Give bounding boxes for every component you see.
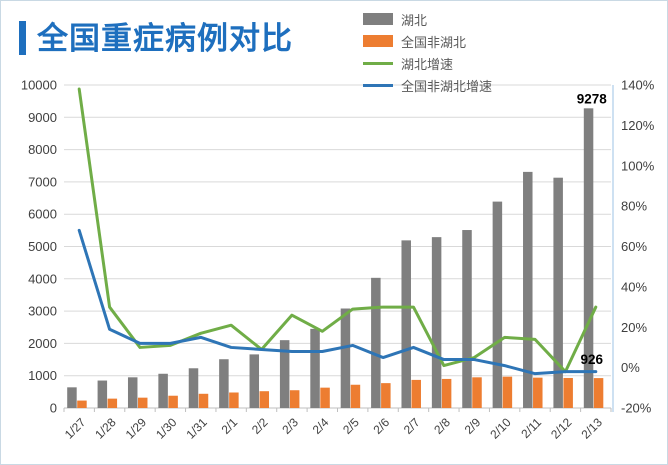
bar-hubei-2/4 bbox=[310, 328, 320, 408]
left-axis-tick-label: 5000 bbox=[28, 239, 57, 254]
bar-hubei-2/10 bbox=[492, 201, 503, 408]
x-axis-category-label: 2/5 bbox=[340, 415, 362, 437]
x-axis-category-label: 2/10 bbox=[487, 415, 514, 442]
bar-non-hubei-2/3 bbox=[289, 390, 300, 408]
bar-non-hubei-2/9 bbox=[472, 377, 482, 408]
legend-swatch-non-hubei bbox=[363, 35, 393, 47]
bar-hubei-2/6 bbox=[371, 277, 381, 408]
right-axis-tick-label: 40% bbox=[621, 279, 647, 294]
chart-legend: 湖北 全国非湖北 湖北增速 全国非湖北增速 bbox=[363, 8, 492, 96]
right-axis-tick-label: 100% bbox=[621, 158, 655, 173]
bar-non-hubei-2/8 bbox=[441, 378, 452, 408]
x-axis-category-label: 1/28 bbox=[92, 415, 119, 442]
left-axis-tick-label: 3000 bbox=[28, 304, 57, 319]
left-axis-tick-label: 0 bbox=[50, 401, 57, 416]
legend-label: 湖北 bbox=[401, 12, 428, 28]
bar-hubei-2/8 bbox=[431, 237, 442, 408]
x-axis-category-label: 2/1 bbox=[219, 415, 241, 437]
bar-non-hubei-2/13 bbox=[593, 378, 604, 408]
bar-non-hubei-2/10 bbox=[502, 376, 513, 408]
bar-hubei-2/5 bbox=[340, 308, 351, 408]
page-title-text: 全国重症病例对比 bbox=[37, 20, 293, 56]
bar-non-hubei-1/30 bbox=[168, 395, 178, 408]
bar-hubei-2/13 bbox=[583, 108, 594, 408]
bar-hubei-1/29 bbox=[127, 377, 138, 408]
line-non-hubei-growth bbox=[77, 228, 598, 376]
line-hubei-growth bbox=[77, 87, 598, 374]
x-axis-category-label: 2/13 bbox=[579, 415, 606, 442]
left-axis-tick-label: 1000 bbox=[28, 368, 57, 383]
legend-item-hubei: 湖北 bbox=[363, 8, 492, 30]
x-axis-category-label: 1/27 bbox=[62, 415, 89, 442]
bar-non-hubei-2/12 bbox=[563, 377, 573, 408]
legend-item-hubei-growth: 湖北增速 bbox=[363, 52, 492, 74]
legend-label: 全国非湖北增速 bbox=[401, 78, 493, 94]
bar-hubei-2/3 bbox=[279, 340, 290, 408]
x-axis-category-label: 2/3 bbox=[279, 415, 301, 437]
legend-label: 湖北增速 bbox=[401, 56, 454, 72]
left-axis-tick-label: 2000 bbox=[28, 336, 57, 351]
bar-non-hubei-2/4 bbox=[320, 387, 330, 408]
bar-non-hubei-1/29 bbox=[137, 397, 148, 408]
x-axis-category-label: 2/11 bbox=[518, 415, 544, 441]
x-axis-category-label: 1/31 bbox=[183, 415, 210, 442]
bar-hubei-1/28 bbox=[97, 380, 108, 408]
page-title: 全国重症病例对比 bbox=[19, 21, 293, 55]
right-axis-tick-label: 60% bbox=[621, 239, 647, 254]
x-axis-category-label: 2/12 bbox=[548, 415, 575, 442]
right-axis-tick-label: 140% bbox=[621, 78, 655, 93]
left-axis-tick-label: 4000 bbox=[28, 271, 57, 286]
legend-item-non-hubei: 全国非湖北 bbox=[363, 30, 492, 52]
right-axis-tick-label: 120% bbox=[621, 118, 655, 133]
x-axis-category-label: 1/30 bbox=[153, 415, 180, 442]
bar-hubei-1/30 bbox=[158, 373, 168, 408]
bar-non-hubei-2/11 bbox=[533, 377, 543, 408]
bar-hubei-2/12 bbox=[553, 177, 563, 408]
right-axis-tick-label: 20% bbox=[621, 320, 647, 335]
data-label: 9278 bbox=[577, 91, 608, 106]
bar-non-hubei-2/2 bbox=[259, 391, 270, 408]
bar-non-hubei-2/1 bbox=[229, 392, 239, 408]
left-axis-tick-label: 8000 bbox=[28, 142, 57, 157]
left-axis-tick-label: 6000 bbox=[28, 207, 57, 222]
right-axis-tick-label: 0% bbox=[621, 360, 640, 375]
x-axis-category-label: 2/2 bbox=[249, 415, 271, 437]
legend-label: 全国非湖北 bbox=[401, 34, 467, 50]
x-axis-category-label: 2/6 bbox=[371, 415, 393, 437]
bar-hubei-2/11 bbox=[523, 171, 533, 408]
left-axis-tick-label: 10000 bbox=[21, 78, 57, 93]
bar-non-hubei-1/28 bbox=[107, 398, 118, 408]
bar-non-hubei-1/31 bbox=[198, 393, 209, 408]
bar-non-hubei-1/27 bbox=[77, 400, 87, 408]
legend-swatch-hubei bbox=[363, 13, 393, 25]
x-axis-category-label: 1/29 bbox=[123, 415, 150, 442]
x-axis-category-label: 2/4 bbox=[310, 415, 332, 437]
right-axis-tick-label: 80% bbox=[621, 199, 647, 214]
left-axis-tick-label: 7000 bbox=[28, 174, 57, 189]
bar-hubei-1/27 bbox=[67, 387, 77, 408]
legend-swatch-hubei-growth bbox=[363, 61, 393, 65]
bar-non-hubei-2/7 bbox=[411, 379, 421, 408]
bar-non-hubei-2/5 bbox=[350, 384, 361, 408]
bar-hubei-2/2 bbox=[249, 354, 260, 408]
x-axis-category-label: 2/7 bbox=[401, 415, 423, 437]
x-axis-category-label: 2/8 bbox=[431, 415, 453, 437]
legend-swatch-non-hubei-growth bbox=[363, 83, 393, 87]
bar-hubei-1/31 bbox=[188, 368, 199, 408]
bar-non-hubei-2/6 bbox=[381, 383, 391, 408]
bar-hubei-2/9 bbox=[462, 230, 472, 408]
bar-hubei-2/7 bbox=[401, 240, 411, 408]
x-axis-category-label: 2/9 bbox=[462, 415, 484, 437]
bar-hubei-2/1 bbox=[219, 359, 229, 408]
left-axis-tick-label: 9000 bbox=[28, 110, 57, 125]
title-accent-bar bbox=[19, 21, 26, 55]
legend-item-non-hubei-growth: 全国非湖北增速 bbox=[363, 74, 492, 96]
data-label: 926 bbox=[581, 352, 604, 367]
right-axis-tick-label: -20% bbox=[621, 401, 652, 416]
